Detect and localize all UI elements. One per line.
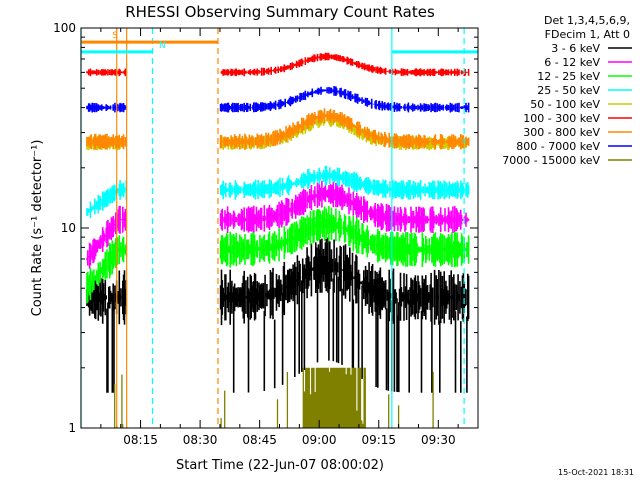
- legend-label-800-7000-kev: 800 - 7000 keV: [516, 140, 600, 153]
- series-line-800-7000-kev: [86, 86, 470, 113]
- legend: Det 1,3,4,5,6,9,FDecim 1, Att 03 - 6 keV…: [502, 14, 632, 167]
- legend-label-3-6-kev: 3 - 6 keV: [551, 42, 600, 55]
- legend-label-25-50-kev: 25 - 50 keV: [537, 84, 600, 97]
- x-tick-label-09-30: 09:30: [421, 433, 456, 447]
- x-tick-label-08-45: 08:45: [242, 433, 277, 447]
- legend-header-line-1: Det 1,3,4,5,6,9,: [544, 14, 630, 27]
- series-line-12-25-kev: [86, 205, 470, 304]
- flag-label-s: S: [112, 31, 118, 41]
- series-line-300-800-kev: [86, 108, 470, 150]
- series-line-100-300-kev: [86, 52, 470, 77]
- axes-layer: 08:15 08:30 08:45 09:00 09:15 09:30 1 10 100: [53, 21, 478, 447]
- x-tick-label-08-30: 08:30: [183, 433, 218, 447]
- flag-label-n: N: [159, 41, 166, 51]
- y-axis-label: Count Rate (s⁻¹ detector⁻¹): [30, 140, 45, 317]
- data-layer: [86, 52, 470, 428]
- y-tick-label-100: 100: [53, 21, 76, 35]
- y-tick-label-10: 10: [61, 221, 76, 235]
- x-tick-label-09-00: 09:00: [302, 433, 337, 447]
- legend-label-50-100-kev: 50 - 100 keV: [530, 98, 600, 111]
- legend-label-300-800-kev: 300 - 800 keV: [523, 126, 600, 139]
- legend-label-100-300-kev: 100 - 300 keV: [523, 112, 600, 125]
- x-axis-label: Start Time (22-Jun-07 08:00:02): [176, 458, 384, 473]
- legend-label-7000-15000-kev: 7000 - 15000 keV: [502, 154, 600, 167]
- series-line-25-50-kev: [86, 165, 470, 218]
- x-tick-label-09-15: 09:15: [361, 433, 396, 447]
- legend-header-line-2: FDecim 1, Att 0: [545, 28, 630, 41]
- series-line-6-12-kev: [86, 180, 470, 269]
- y-tick-label-1: 1: [68, 421, 76, 435]
- flag-bar-layer: SN: [81, 31, 478, 54]
- x-tick-label-08-15: 08:15: [123, 433, 158, 447]
- chart-title: RHESSI Observing Summary Count Rates: [125, 3, 435, 21]
- legend-label-12-25-kev: 12 - 25 keV: [537, 70, 600, 83]
- legend-label-6-12-kev: 6 - 12 keV: [544, 56, 600, 69]
- timestamp: 15-Oct-2021 18:31: [558, 468, 634, 477]
- series-line-7000-15000-kev: [114, 367, 434, 428]
